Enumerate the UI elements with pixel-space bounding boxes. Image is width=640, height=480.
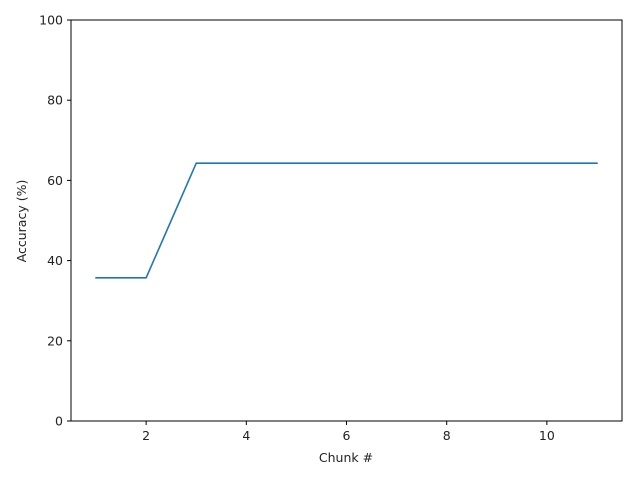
x-tick-label: 2 — [142, 428, 150, 443]
y-tick-label: 100 — [39, 13, 63, 28]
plot-area — [71, 20, 622, 421]
data-layer — [95, 162, 598, 279]
y-tick-label: 0 — [55, 414, 63, 429]
y-tick-label: 20 — [47, 333, 63, 348]
x-tick-label: 10 — [539, 428, 555, 443]
x-axis-label: Chunk # — [319, 450, 373, 465]
y-axis-label: Accuracy (%) — [14, 180, 29, 263]
x-tick-label: 6 — [343, 428, 351, 443]
x-tick-label: 8 — [443, 428, 451, 443]
y-tick-label: 60 — [47, 173, 63, 188]
y-tick-label: 40 — [47, 253, 63, 268]
y-tick-label: 80 — [47, 93, 63, 108]
accuracy-series-line — [95, 162, 598, 279]
x-axis-ticks: 2 4 6 8 10 — [142, 421, 555, 443]
y-axis-ticks: 0 20 40 60 80 100 — [39, 13, 71, 429]
x-tick-label: 4 — [242, 428, 250, 443]
